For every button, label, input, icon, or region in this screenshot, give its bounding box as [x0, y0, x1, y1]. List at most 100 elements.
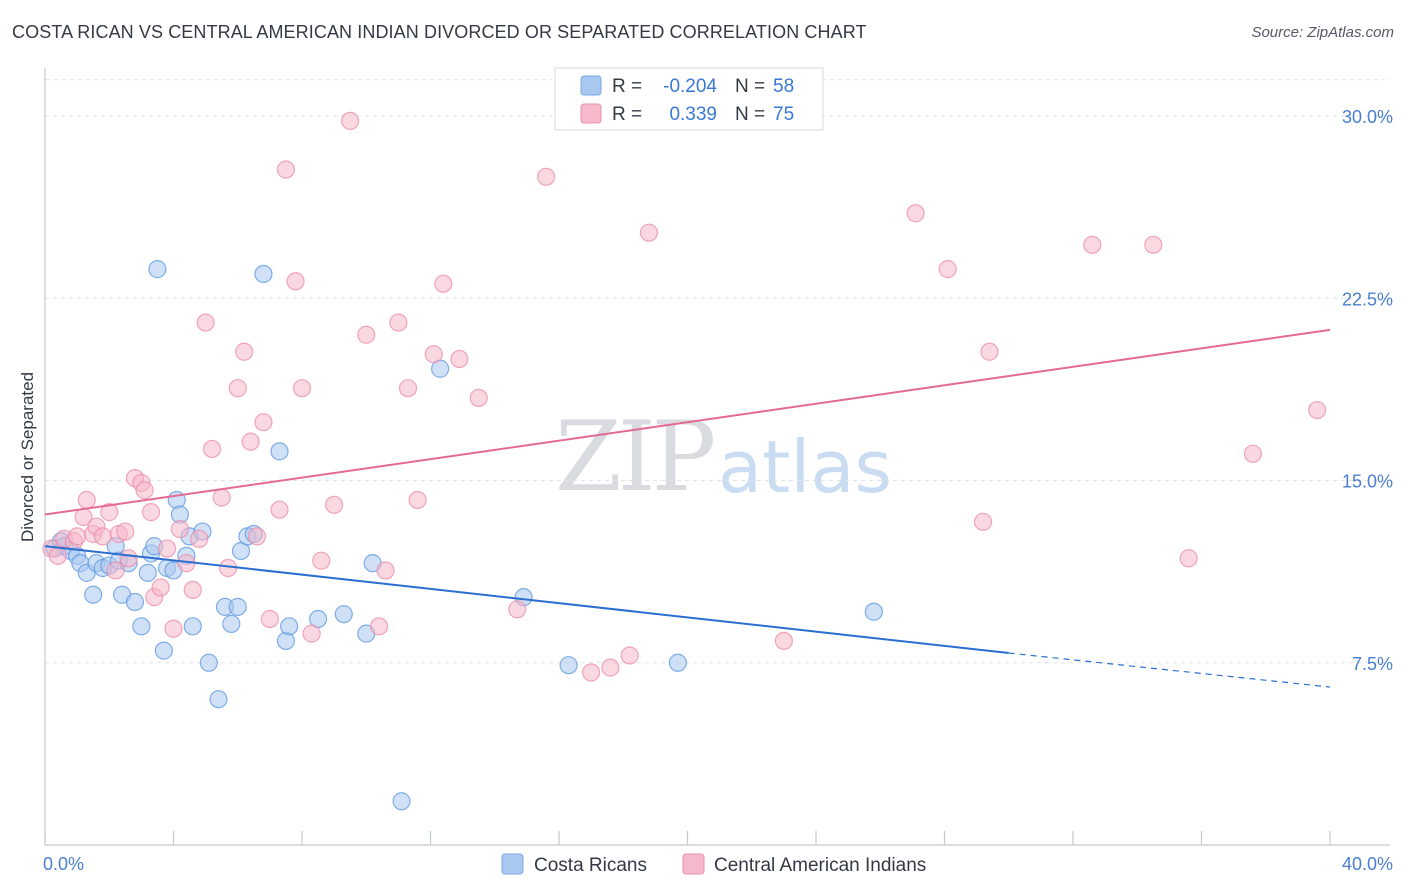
legend-r-value-1: -0.204 — [663, 76, 717, 97]
central-american-indians-point — [312, 551, 331, 570]
central-american-indians-point — [1179, 549, 1198, 568]
watermark-atlas: atlas — [718, 425, 892, 509]
y-tick-label: 22.5% — [1342, 289, 1393, 309]
y-tick-label: 15.0% — [1342, 472, 1393, 492]
central-american-indians-point — [212, 488, 231, 507]
costa-ricans-point — [668, 653, 687, 672]
central-american-indians-point — [469, 388, 488, 408]
source-credit: Source: ZipAtlas.com — [1251, 24, 1394, 41]
costa-ricans-point — [334, 605, 353, 624]
central-american-indians-point — [119, 549, 138, 568]
central-american-indians-point — [325, 495, 344, 514]
legend-n-value-1: 58 — [773, 76, 794, 97]
central-american-indians-point — [408, 490, 427, 510]
central-american-indians-point — [170, 520, 190, 539]
costa-ricans-point — [209, 690, 228, 709]
y-axis-title: Divorced or Separated — [18, 372, 37, 542]
central-american-indians-point — [774, 631, 793, 650]
central-american-indians-point — [93, 527, 112, 546]
legend-n-label-1: N = — [735, 76, 765, 97]
watermark-zip: ZIP — [555, 401, 714, 513]
costa-ricans-point — [392, 792, 411, 811]
points-layer — [42, 111, 1327, 811]
central-american-indians-point — [135, 481, 154, 500]
central-american-indians-point — [100, 503, 119, 522]
gridlines — [45, 79, 1390, 664]
central-american-indians-point — [973, 512, 993, 531]
series-legend-label-costa-ricans: Costa Ricans — [534, 855, 647, 876]
central-american-indians-point — [389, 313, 408, 332]
central-american-indians-point — [357, 325, 376, 344]
central-american-indians-point — [183, 580, 202, 599]
costa-ricans-point — [125, 592, 145, 612]
legend-swatch-costa-ricans — [580, 75, 602, 96]
legend-r-label-2: R = — [612, 104, 642, 125]
central-american-indians-point — [190, 529, 209, 548]
central-american-indians-point — [980, 342, 999, 361]
central-american-indians-point — [77, 490, 96, 510]
y-tick-label: 7.5% — [1352, 654, 1393, 674]
central-american-indians-point — [228, 379, 247, 398]
central-american-indians-trend-line — [44, 328, 1331, 516]
central-american-indians-point — [68, 527, 87, 546]
costa-ricans-trend-extension — [1008, 652, 1331, 688]
series-legend-label-central-american-indians: Central American Indians — [714, 855, 926, 876]
costa-ricans-point — [280, 617, 299, 636]
costa-ricans-point — [199, 653, 218, 672]
central-american-indians-point — [254, 413, 273, 432]
costa-ricans-point — [270, 442, 289, 461]
costa-ricans-point — [84, 585, 103, 604]
legend-r-value-2: 0.339 — [669, 104, 717, 125]
legend-r-label-1: R = — [612, 76, 642, 97]
central-american-indians-point — [270, 500, 289, 519]
series-legend: Costa Ricans Central American Indians — [501, 853, 926, 876]
central-american-indians-point — [202, 439, 222, 459]
x-tick-label-max: 40.0% — [1342, 854, 1393, 874]
central-american-indians-point — [116, 522, 135, 541]
central-american-indians-point — [601, 658, 620, 677]
central-american-indians-point — [276, 160, 296, 179]
central-american-indians-point — [141, 503, 161, 522]
series-legend-swatch-central-american-indians — [682, 853, 705, 875]
x-tick-label-min: 0.0% — [43, 854, 84, 874]
central-american-indians-point — [151, 578, 170, 597]
central-american-indians-point — [196, 313, 215, 332]
central-american-indians-point — [241, 432, 260, 451]
central-american-indians-point — [508, 600, 527, 619]
central-american-indians-point — [370, 617, 389, 636]
y-tick-labels: 7.5% 15.0% 22.5% 30.0% — [1342, 107, 1393, 674]
central-american-indians-point — [434, 274, 453, 293]
central-american-indians-point — [424, 345, 443, 364]
central-american-indians-point — [398, 379, 418, 398]
costa-ricans-point — [254, 264, 273, 284]
central-american-indians-point — [450, 349, 469, 369]
central-american-indians-point — [48, 546, 67, 565]
costa-ricans-point — [222, 614, 241, 633]
central-american-indians-point — [906, 204, 925, 223]
costa-ricans-point — [183, 617, 202, 636]
stats-legend: R = -0.204 N = 58 R = 0.339 N = 75 — [554, 67, 824, 131]
central-american-indians-point — [302, 624, 321, 643]
series-legend-swatch-costa-ricans — [501, 853, 524, 875]
trend-layer — [44, 328, 1331, 688]
central-american-indians-point — [292, 379, 312, 398]
central-american-indians-point — [235, 342, 254, 361]
costa-ricans-point — [559, 656, 578, 675]
central-american-indians-point — [537, 167, 556, 186]
central-american-indians-point — [1144, 235, 1163, 254]
costa-ricans-point — [138, 563, 157, 582]
x-axis-ticks — [44, 831, 1331, 845]
costa-ricans-trend-line — [44, 545, 1009, 655]
central-american-indians-point — [164, 619, 183, 638]
central-american-indians-point — [620, 646, 639, 665]
costa-ricans-point — [148, 260, 167, 279]
central-american-indians-point — [376, 561, 395, 580]
costa-ricans-point — [864, 602, 883, 621]
legend-n-value-2: 75 — [773, 104, 794, 125]
central-american-indians-point — [341, 111, 360, 131]
central-american-indians-point — [1083, 235, 1102, 254]
chart-title: COSTA RICAN VS CENTRAL AMERICAN INDIAN D… — [12, 22, 867, 42]
central-american-indians-point — [286, 272, 305, 291]
central-american-indians-point — [938, 260, 957, 279]
